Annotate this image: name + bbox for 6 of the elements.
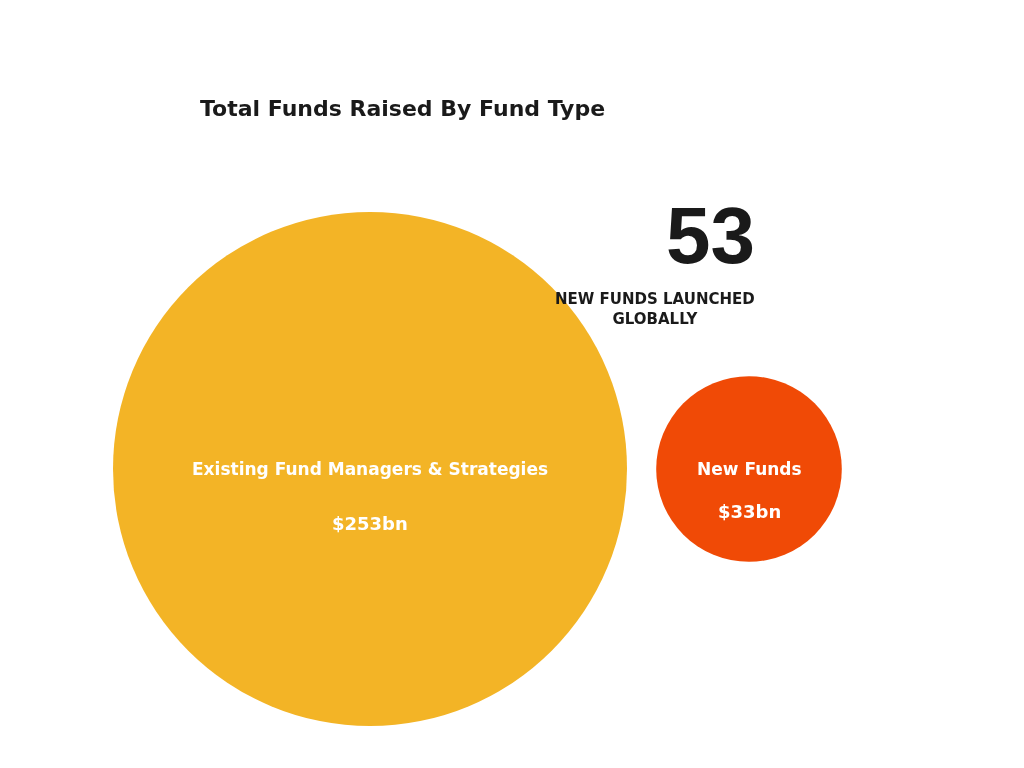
- text: 53: [666, 191, 755, 280]
- data-label: $253bn: [332, 513, 408, 534]
- text: Total Funds Raised By Fund Type: [200, 95, 606, 121]
- category-label: New Funds: [697, 459, 802, 479]
- data-label: $33bn: [718, 501, 782, 522]
- category-label: Existing Fund Managers & Strategies: [192, 459, 549, 479]
